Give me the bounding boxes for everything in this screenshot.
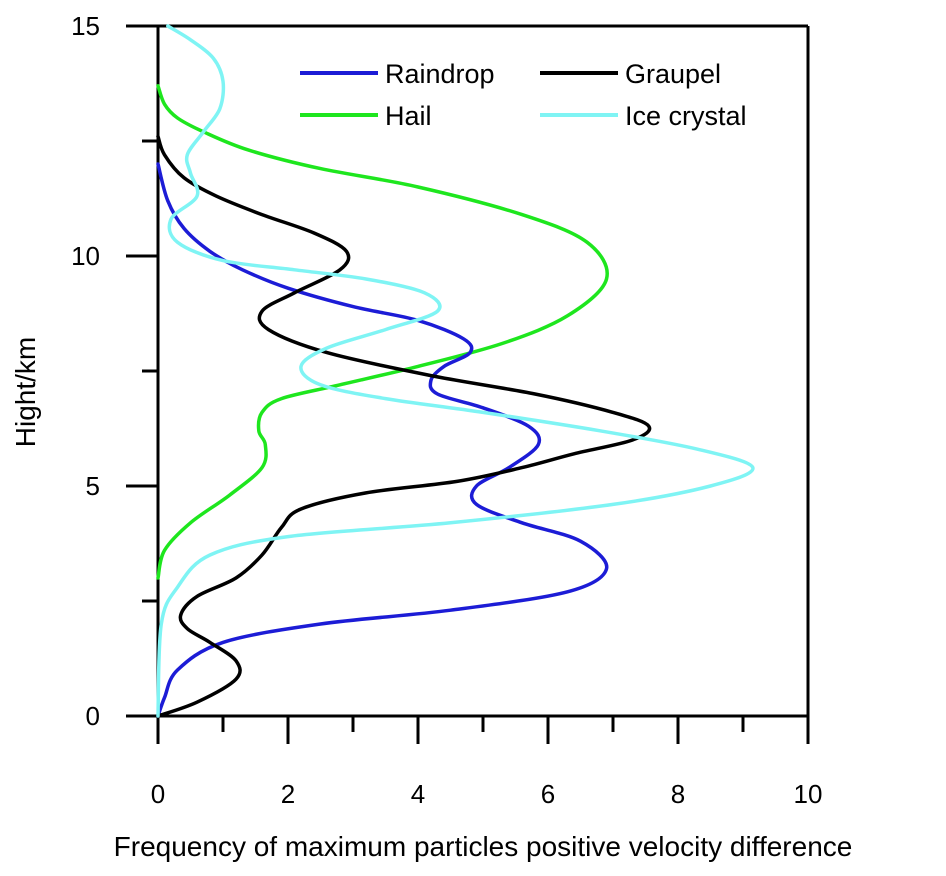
- y-tick-label: 15: [71, 11, 100, 41]
- x-tick-label: 6: [541, 779, 555, 809]
- legend-label-graupel: Graupel: [625, 59, 721, 89]
- y-tick-label: 0: [86, 701, 100, 731]
- x-tick-label: 10: [794, 779, 823, 809]
- series-lines: [156, 24, 755, 718]
- x-tick-label: 4: [411, 779, 425, 809]
- legend-label-hail: Hail: [385, 101, 432, 131]
- series-line-hail: [156, 84, 609, 580]
- x-tick-label: 8: [671, 779, 685, 809]
- y-axis-label: Hight/km: [10, 337, 41, 447]
- series-line-graupel: [156, 134, 652, 718]
- x-axis-label: Frequency of maximum particles positive …: [114, 831, 853, 862]
- tick-labels: 0 2 4 6 8 10 0 5 10 15: [71, 11, 822, 809]
- x-tick-label: 0: [151, 779, 165, 809]
- y-tick-label: 5: [86, 471, 100, 501]
- x-tick-label: 2: [281, 779, 295, 809]
- legend-label-raindrop: Raindrop: [385, 59, 495, 89]
- legend-label-ice-crystal: Ice crystal: [625, 101, 747, 131]
- axis-ticks: [126, 24, 810, 744]
- legend: Raindrop Graupel Hail Ice crystal: [300, 59, 747, 131]
- y-tick-label: 10: [71, 241, 100, 271]
- series-line-raindrop: [156, 162, 609, 718]
- series-line-ice-crystal: [156, 24, 755, 718]
